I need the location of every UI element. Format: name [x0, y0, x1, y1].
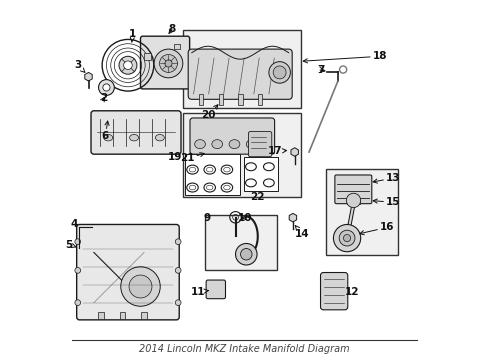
Text: 1: 1 [129, 30, 136, 42]
Ellipse shape [155, 134, 164, 141]
Text: 10: 10 [238, 213, 252, 222]
Circle shape [235, 243, 257, 265]
Bar [184, 154, 240, 195]
FancyBboxPatch shape [77, 225, 179, 320]
Text: 9: 9 [203, 213, 210, 223]
Bar [144, 53, 151, 60]
Ellipse shape [211, 140, 222, 149]
Bar [204, 215, 276, 270]
Bar [98, 312, 104, 319]
Text: 17: 17 [267, 146, 286, 156]
Circle shape [99, 80, 114, 95]
Circle shape [346, 193, 360, 208]
Circle shape [102, 84, 110, 91]
Circle shape [159, 54, 177, 72]
Text: 6: 6 [102, 121, 109, 141]
Ellipse shape [194, 140, 205, 149]
Circle shape [154, 49, 183, 78]
Ellipse shape [129, 134, 138, 141]
FancyBboxPatch shape [248, 132, 271, 157]
Circle shape [75, 267, 81, 273]
Circle shape [164, 60, 172, 67]
Circle shape [175, 267, 181, 273]
FancyBboxPatch shape [320, 273, 347, 310]
FancyBboxPatch shape [188, 49, 292, 99]
Text: 8: 8 [168, 24, 175, 35]
Text: 2: 2 [100, 93, 107, 103]
Bar [199, 94, 203, 105]
Text: 22: 22 [249, 192, 264, 202]
Ellipse shape [246, 140, 257, 149]
Text: 18: 18 [303, 51, 386, 63]
FancyBboxPatch shape [190, 118, 274, 154]
Bar [244, 157, 277, 191]
Text: 12: 12 [344, 287, 359, 297]
Text: 11: 11 [190, 287, 208, 297]
FancyBboxPatch shape [334, 175, 371, 204]
Circle shape [75, 300, 81, 306]
Circle shape [123, 61, 132, 69]
Text: 13: 13 [372, 173, 400, 183]
Circle shape [240, 248, 251, 260]
Bar [238, 94, 242, 105]
Bar [141, 312, 147, 319]
Text: 2014 Lincoln MKZ Intake Manifold Diagram: 2014 Lincoln MKZ Intake Manifold Diagram [139, 344, 349, 354]
Bar [183, 30, 301, 108]
Circle shape [119, 56, 137, 74]
Text: 19: 19 [168, 152, 182, 162]
FancyBboxPatch shape [140, 36, 189, 89]
Bar [218, 94, 223, 105]
FancyBboxPatch shape [206, 280, 225, 299]
Ellipse shape [103, 134, 112, 141]
Bar [183, 113, 301, 197]
Text: 20: 20 [201, 105, 218, 121]
Bar [258, 94, 262, 105]
Circle shape [268, 62, 290, 83]
Circle shape [343, 234, 350, 242]
Circle shape [129, 275, 152, 298]
Text: 16: 16 [359, 222, 394, 235]
Bar [325, 169, 397, 255]
Polygon shape [290, 148, 298, 156]
Circle shape [121, 267, 160, 306]
Circle shape [339, 230, 354, 246]
Bar [120, 312, 125, 319]
Text: 5: 5 [65, 239, 76, 249]
Bar [346, 200, 359, 204]
Text: 3: 3 [74, 60, 85, 72]
Text: 4: 4 [70, 219, 78, 229]
Text: 21: 21 [180, 153, 204, 163]
Text: 14: 14 [294, 226, 309, 239]
Circle shape [273, 66, 285, 79]
Circle shape [333, 225, 360, 252]
Circle shape [175, 239, 181, 244]
Polygon shape [84, 72, 92, 81]
Text: 7: 7 [316, 64, 324, 75]
Circle shape [175, 300, 181, 306]
Ellipse shape [228, 140, 239, 149]
Polygon shape [288, 213, 296, 222]
Bar [174, 44, 180, 49]
Text: 15: 15 [372, 197, 400, 207]
FancyBboxPatch shape [91, 111, 181, 154]
Circle shape [75, 239, 81, 244]
